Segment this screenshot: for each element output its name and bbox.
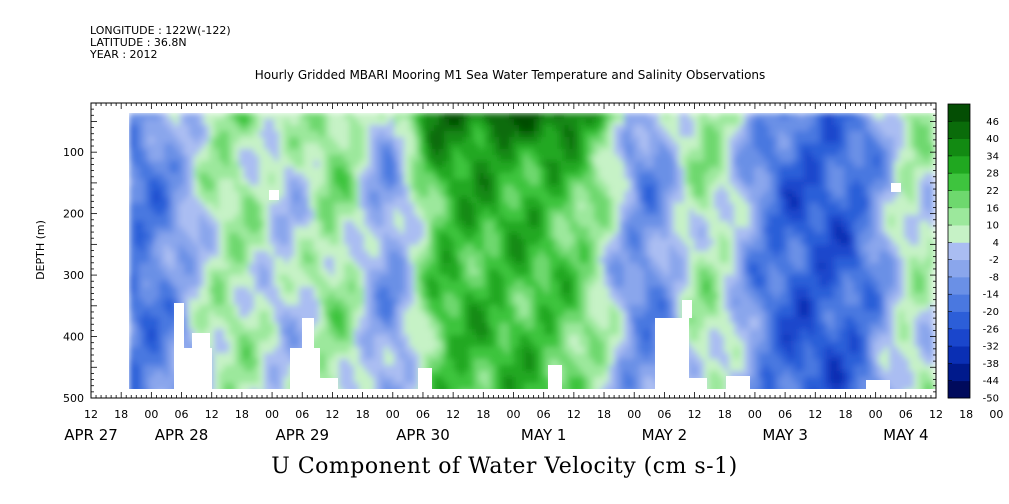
- x-hour-tick-label: 12: [808, 408, 822, 421]
- colorbar-tick-label: -2: [989, 255, 999, 266]
- colorbar-swatch: [948, 294, 970, 312]
- colorbar-tick-label: -50: [983, 394, 999, 405]
- x-hour-tick-label: 06: [778, 408, 792, 421]
- colorbar-swatch: [948, 311, 970, 330]
- x-hour-tick-label: 00: [748, 408, 762, 421]
- x-hour-tick-label: 12: [84, 408, 98, 421]
- x-day-label: APR 28: [155, 426, 209, 444]
- x-hour-tick-label: 06: [899, 408, 913, 421]
- colorbar-swatch: [948, 346, 970, 364]
- colorbar-swatch: [948, 225, 970, 243]
- year-label: YEAR : 2012: [90, 48, 158, 61]
- y-tick-label: 500: [63, 392, 84, 405]
- x-day-label: MAY 1: [521, 426, 567, 444]
- colorbar-swatch: [948, 104, 970, 122]
- x-hour-tick-label: 06: [175, 408, 189, 421]
- colorbar-swatch: [948, 380, 970, 399]
- x-hour-tick-label: 12: [446, 408, 460, 421]
- colorbar-swatch: [948, 173, 970, 191]
- colorbar-swatch: [948, 155, 970, 174]
- x-hour-tick-label: 06: [537, 408, 551, 421]
- colorbar-tick-label: 10: [986, 221, 999, 232]
- colorbar-tick-label: 40: [986, 134, 999, 145]
- x-day-label: APR 27: [64, 426, 118, 444]
- longitude-label: LONGITUDE : 122W(-122): [90, 24, 231, 37]
- colorbar-tick-label: -26: [983, 324, 999, 335]
- x-hour-tick-label: 12: [688, 408, 702, 421]
- colorbar-tick-label: 22: [986, 186, 999, 197]
- x-hour-tick-label: 18: [597, 408, 611, 421]
- x-hour-tick-label: 12: [325, 408, 339, 421]
- x-hour-tick-label: 00: [989, 408, 1003, 421]
- colorbar-tick-label: 16: [986, 203, 999, 214]
- y-tick-label: 400: [63, 331, 84, 344]
- x-hour-tick-label: 00: [144, 408, 158, 421]
- x-day-label: APR 30: [396, 426, 450, 444]
- colorbar-tick-label: -20: [983, 307, 999, 318]
- x-hour-tick-label: 00: [507, 408, 521, 421]
- velocity-field: [129, 113, 935, 396]
- latitude-label: LATITUDE : 36.8N: [90, 36, 187, 49]
- x-hour-tick-label: 06: [295, 408, 309, 421]
- x-hour-tick-label: 12: [205, 408, 219, 421]
- x-day-label: MAY 2: [642, 426, 688, 444]
- x-day-label: APR 29: [275, 426, 329, 444]
- colorbar-tick-label: 4: [993, 238, 999, 249]
- x-axis-title: U Component of Water Velocity (cm s-1): [271, 454, 738, 479]
- y-axis-title: DEPTH (m): [34, 220, 47, 280]
- colorbar-swatch: [948, 276, 970, 295]
- x-hour-tick-label: 18: [235, 408, 249, 421]
- x-hour-tick-label: 00: [627, 408, 641, 421]
- colorbar-tick-label: -44: [983, 376, 999, 387]
- x-hour-tick-label: 18: [838, 408, 852, 421]
- chart-title: Hourly Gridded MBARI Mooring M1 Sea Wate…: [254, 68, 766, 82]
- colorbar-swatch: [948, 328, 970, 347]
- axes: 12 18 00 06 12 18 00 06 12 18 00 06 12 18 00 06 12 18 00 06…: [63, 102, 1003, 444]
- y-tick-label: 200: [63, 208, 84, 221]
- y-tick-label: 100: [63, 146, 84, 159]
- x-hour-tick-label: 18: [114, 408, 128, 421]
- colorbar: 46 40 34 28 22 16 10 4 -2 -8 -14 -20 -26 -32 -38 -44 -50: [947, 103, 999, 405]
- colorbar-swatch: [948, 259, 970, 278]
- colorbar-tick-label: -32: [983, 342, 999, 353]
- colorbar-tick-label: 46: [986, 117, 999, 128]
- colorbar-tick-label: 34: [986, 151, 999, 162]
- x-hour-tick-label: 18: [476, 408, 490, 421]
- x-hour-tick-label: 00: [386, 408, 400, 421]
- colorbar-swatch: [948, 363, 970, 382]
- colorbar-swatch: [948, 190, 970, 209]
- colorbar-tick-label: 28: [986, 169, 999, 180]
- x-hour-tick-label: 12: [567, 408, 581, 421]
- colorbar-swatch: [948, 121, 970, 139]
- x-hour-tick-label: 18: [959, 408, 973, 421]
- x-hour-tick-label: 06: [657, 408, 671, 421]
- colorbar-swatch: [948, 138, 970, 157]
- x-hour-tick-label: 06: [416, 408, 430, 421]
- x-hour-tick-label: 12: [929, 408, 943, 421]
- colorbar-tick-label: -14: [983, 290, 999, 301]
- x-hour-tick-label: 18: [718, 408, 732, 421]
- colorbar-tick-label: -8: [989, 272, 999, 283]
- colorbar-swatch: [948, 242, 970, 261]
- colorbar-swatch: [948, 207, 970, 226]
- x-hour-tick-label: 00: [265, 408, 279, 421]
- x-hour-tick-label: 00: [869, 408, 883, 421]
- y-tick-label: 300: [63, 269, 84, 282]
- colorbar-tick-label: -38: [983, 359, 999, 370]
- x-day-label: MAY 3: [762, 426, 808, 444]
- x-day-label: MAY 4: [883, 426, 929, 444]
- x-hour-tick-label: 18: [356, 408, 370, 421]
